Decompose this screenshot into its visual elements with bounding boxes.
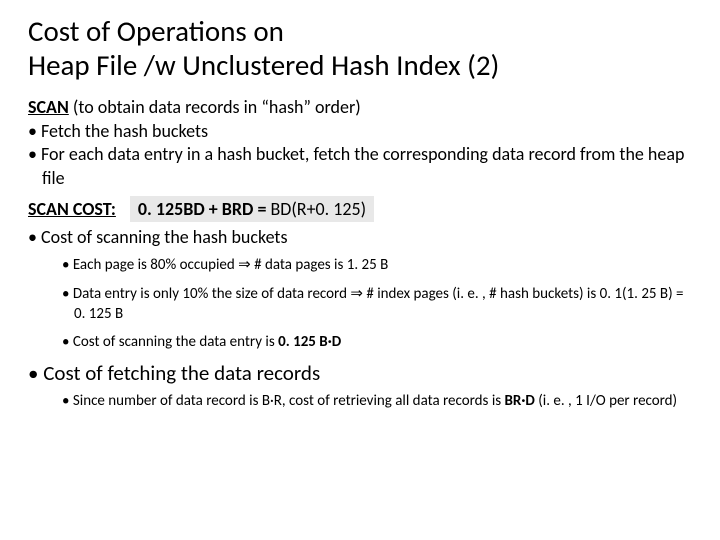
scan-cost-label: SCAN COST: — [28, 198, 116, 220]
implies-icon: ⇒ — [238, 257, 251, 273]
fetch-sub-bullets: • Since number of data record is B·R, co… — [28, 391, 692, 411]
slide-title: Cost of Operations on Heap File /w Unclu… — [28, 14, 692, 82]
scan-heading: SCAN (to obtain data records in “hash” o… — [28, 96, 692, 119]
scan-section: SCAN (to obtain data records in “hash” o… — [28, 96, 692, 190]
sub-bullet-entry-size: • Data entry is only 10% the size of dat… — [62, 284, 692, 325]
scan-cost-formula: 0. 125BD + BRD = BD(R+0. 125) — [130, 196, 374, 222]
bullet-fetch-buckets: • Fetch the hash buckets — [28, 120, 692, 143]
sub-bullet-occupancy: • Each page is 80% occupied ⇒ # data pag… — [62, 255, 692, 275]
implies-icon: ⇒ — [350, 286, 363, 302]
scan-desc: (to obtain data records in “hash” order) — [69, 96, 361, 118]
title-line1: Cost of Operations on — [28, 13, 284, 49]
scan-sub-bullets: • Each page is 80% occupied ⇒ # data pag… — [28, 255, 692, 352]
scan-cost-row: SCAN COST: 0. 125BD + BRD = BD(R+0. 125) — [28, 196, 692, 222]
bullet-foreach-entry: • For each data entry in a hash bucket, … — [28, 143, 692, 190]
scan-label: SCAN — [28, 96, 69, 118]
cost-scan-buckets: • Cost of scanning the hash buckets — [28, 226, 692, 249]
cost-fetch-records: • Cost of fetching the data records — [28, 360, 692, 386]
sub-bullet-scan-cost: • Cost of scanning the data entry is 0. … — [62, 332, 692, 352]
title-line2: Heap File /w Unclustered Hash Index (2) — [28, 47, 499, 83]
sub-bullet-fetch-cost: • Since number of data record is B·R, co… — [62, 391, 692, 411]
